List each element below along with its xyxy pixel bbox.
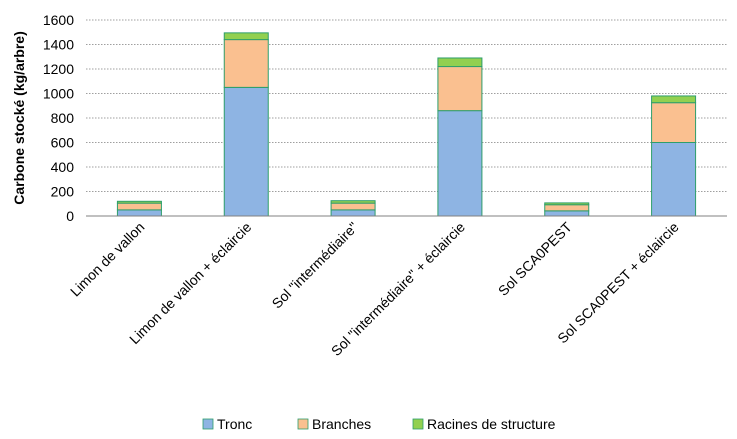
legend-label: Tronc <box>217 416 252 432</box>
bars <box>116 32 697 217</box>
bar-segment <box>544 204 590 212</box>
legend-label: Branches <box>312 416 371 432</box>
bar-segment <box>223 86 269 217</box>
bar-segment <box>116 202 162 211</box>
y-tick-label: 0 <box>66 208 74 224</box>
bar-segment <box>544 202 590 206</box>
bar-segment <box>116 209 162 217</box>
bar-segment <box>651 142 697 217</box>
bar-segment <box>330 202 376 211</box>
bar-segment <box>437 110 483 217</box>
bar-segment <box>544 210 590 217</box>
legend: Tronc Branches Racines de structure <box>202 416 556 432</box>
legend-label: Racines de structure <box>427 416 556 432</box>
x-tick-label: Sol SCA0PEST + éclaircie <box>554 219 682 347</box>
bar-segment <box>223 39 269 88</box>
x-tick-label: Sol SCA0PEST <box>495 218 575 298</box>
bar-segment <box>651 95 697 104</box>
bar-segment <box>330 200 376 204</box>
y-axis-title: Carbone stocké (kg/arbre) <box>11 31 27 205</box>
x-tick-label: Limon de vallon + éclaircie <box>126 219 254 347</box>
bar-segment <box>651 102 697 143</box>
bar-segment <box>116 200 162 204</box>
y-tick-label: 200 <box>51 184 75 200</box>
y-tick-label: 1600 <box>43 12 74 28</box>
y-tick-label: 1200 <box>43 61 74 77</box>
bar-segment <box>330 209 376 217</box>
y-tick-label: 1000 <box>43 86 74 102</box>
legend-swatch <box>202 418 214 430</box>
y-tick-label: 600 <box>51 135 75 151</box>
bar-segment <box>223 32 269 41</box>
legend-swatch <box>412 418 424 430</box>
x-tick-label: Limon de vallon <box>67 219 148 300</box>
bar-segment <box>437 66 483 112</box>
legend-swatch <box>297 418 309 430</box>
y-tick-label: 1400 <box>43 37 74 53</box>
y-tick-label: 400 <box>51 159 75 175</box>
gridlines <box>86 19 727 192</box>
y-tick-label: 800 <box>51 110 75 126</box>
bar-segment <box>437 57 483 68</box>
y-tick-labels: 0 200 400 600 800 1000 1200 1400 1600 <box>43 12 74 224</box>
x-tick-label: Sol "intermédiaire" <box>269 219 362 312</box>
